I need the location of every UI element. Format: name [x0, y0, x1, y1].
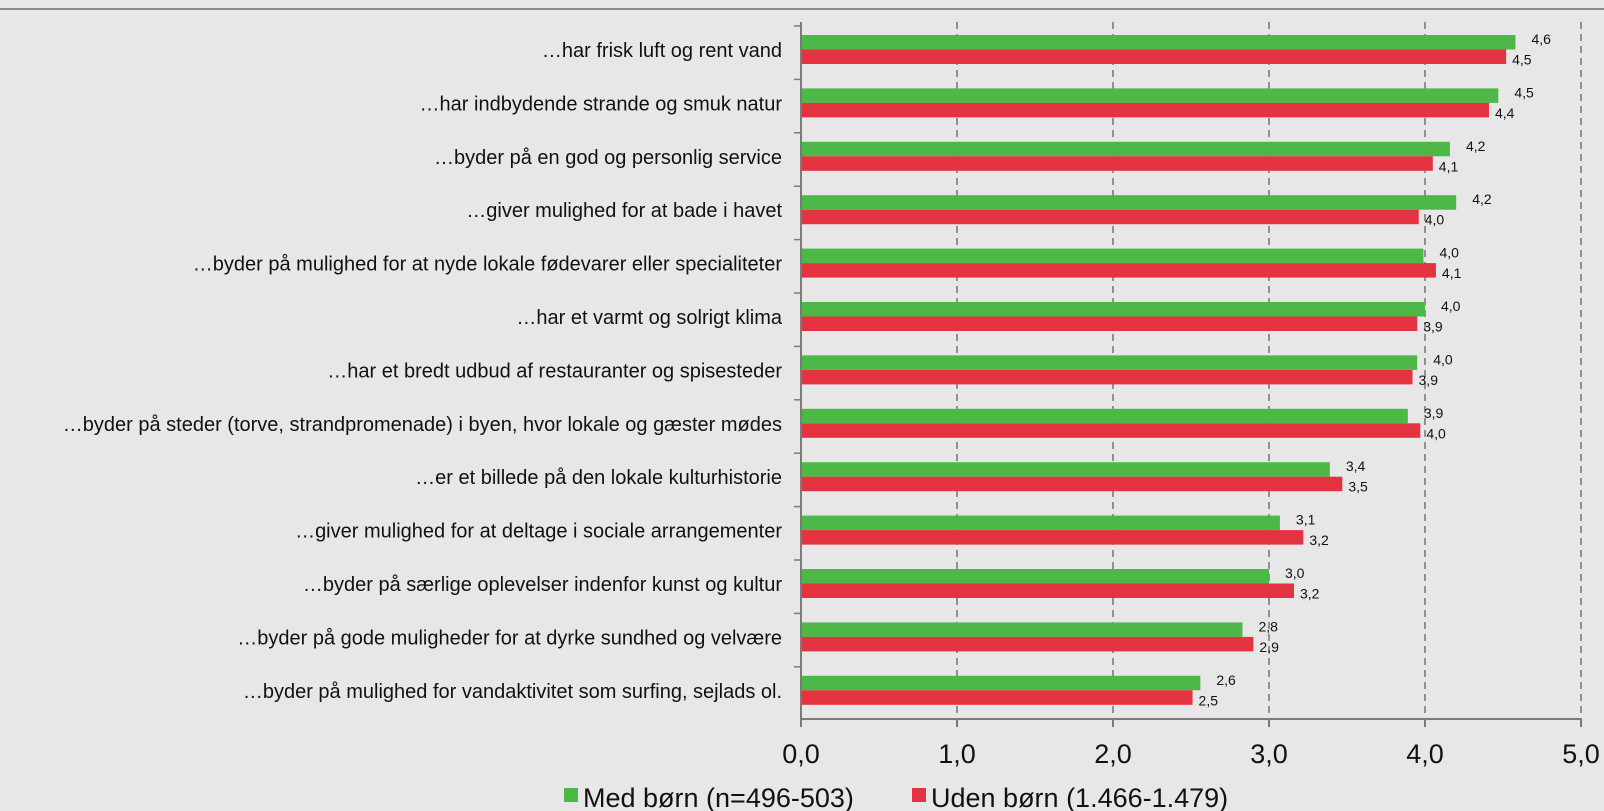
data-label: 3,2 [1300, 586, 1320, 602]
x-tick-label: 2,0 [1094, 739, 1132, 769]
data-labels: 4,6 4,5 4,5 4,4 4,2 4,1 4,2 4,0 4,0 4,1 4,0 3,9 4,0 3… [1199, 31, 1552, 708]
bar-med-born [801, 35, 1516, 50]
category-label: …byder på mulighed for at nyde lokale fø… [193, 254, 783, 276]
bar-uden-born [801, 423, 1421, 438]
bar-med-born [801, 408, 1408, 424]
data-label: 4,0 [1439, 245, 1459, 261]
data-label: 2,6 [1216, 672, 1236, 688]
data-label: 3,1 [1296, 512, 1316, 528]
legend-label-uden-born: Uden børn (1.466-1.479) [931, 783, 1228, 811]
bar-uden-born [801, 530, 1304, 545]
category-label: …giver mulighed for at bade i havet [466, 200, 782, 222]
data-label: 4,6 [1531, 31, 1551, 47]
bar-uden-born [801, 102, 1489, 118]
category-label: …har indbydende strande og smuk natur [420, 93, 783, 115]
data-label: 3,2 [1309, 532, 1329, 548]
data-label: 4,2 [1472, 191, 1492, 207]
data-label: 4,1 [1439, 158, 1459, 174]
bar-uden-born [801, 49, 1507, 64]
category-label: …byder på gode muligheder for at dyrke s… [237, 627, 782, 649]
bar-uden-born [801, 636, 1254, 652]
bar-med-born [801, 622, 1243, 637]
bar-med-born [801, 515, 1280, 531]
data-label: 4,5 [1512, 52, 1532, 68]
data-label: 3,9 [1419, 372, 1439, 388]
bar-med-born [801, 88, 1499, 103]
data-label: 4,0 [1426, 425, 1446, 441]
bar-med-born [801, 195, 1457, 210]
category-label: …byder på en god og personlig service [434, 147, 782, 169]
bar-med-born [801, 675, 1201, 691]
category-label: …har frisk luft og rent vand [542, 40, 782, 62]
category-label: …har et varmt og solrigt klima [516, 307, 783, 329]
data-label: 4,4 [1495, 105, 1515, 121]
bar-uden-born [801, 476, 1343, 492]
bar-uden-born [801, 690, 1193, 705]
legend-label-med-born: Med børn (n=496-503) [583, 783, 854, 811]
x-tick-label: 1,0 [938, 739, 976, 769]
x-tick-labels: 0,0 1,0 2,0 3,0 4,0 5,0 [782, 739, 1600, 769]
data-label: 4,0 [1433, 351, 1453, 367]
data-label: 3,4 [1346, 458, 1366, 474]
x-tick-label: 3,0 [1250, 739, 1288, 769]
bar-med-born [801, 141, 1450, 157]
legend: Med børn (n=496-503) Uden børn (1.466-1.… [564, 783, 1228, 811]
bar-uden-born [801, 209, 1419, 225]
bar-uden-born [801, 263, 1436, 278]
bar-med-born [801, 248, 1424, 264]
data-label: 2,5 [1199, 692, 1219, 708]
data-label: 4,1 [1442, 265, 1462, 281]
legend-swatch-uden-born [912, 788, 926, 802]
bar-uden-born [801, 583, 1294, 598]
data-label: 4,5 [1514, 84, 1534, 100]
x-tick-label: 0,0 [782, 739, 820, 769]
category-label: …giver mulighed for at deltage i sociale… [295, 521, 782, 543]
data-label: 4,0 [1441, 298, 1461, 314]
category-label: …er et billede på den lokale kulturhisto… [415, 467, 782, 489]
x-tick-label: 5,0 [1562, 739, 1600, 769]
bars [801, 35, 1516, 705]
bar-med-born [801, 355, 1418, 370]
data-label: 3,0 [1285, 565, 1305, 581]
bar-med-born [801, 302, 1425, 317]
data-label: 2,8 [1258, 618, 1278, 634]
data-label: 4,0 [1425, 212, 1445, 228]
category-label: …byder på særlige oplevelser indenfor ku… [303, 574, 782, 596]
category-label: …har et bredt udbud af restauranter og s… [327, 360, 782, 382]
category-labels: …har frisk luft og rent vand …har indbyde… [63, 40, 783, 703]
data-label: 4,2 [1466, 138, 1486, 154]
data-label: 3,9 [1424, 405, 1444, 421]
legend-swatch-med-born [564, 788, 578, 802]
category-label: …byder på mulighed for vandaktivitet som… [243, 681, 782, 703]
axes [794, 22, 1582, 727]
bar-med-born [801, 462, 1330, 477]
data-label: 3,9 [1423, 319, 1443, 335]
category-label: …byder på steder (torve, strandpromenade… [63, 414, 782, 436]
bar-med-born [801, 569, 1269, 584]
bar-uden-born [801, 369, 1413, 385]
bar-uden-born [801, 156, 1433, 171]
x-tick-label: 4,0 [1406, 739, 1444, 769]
data-label: 3,5 [1348, 479, 1368, 495]
data-label: 2,9 [1259, 639, 1279, 655]
bar-uden-born [801, 316, 1418, 331]
